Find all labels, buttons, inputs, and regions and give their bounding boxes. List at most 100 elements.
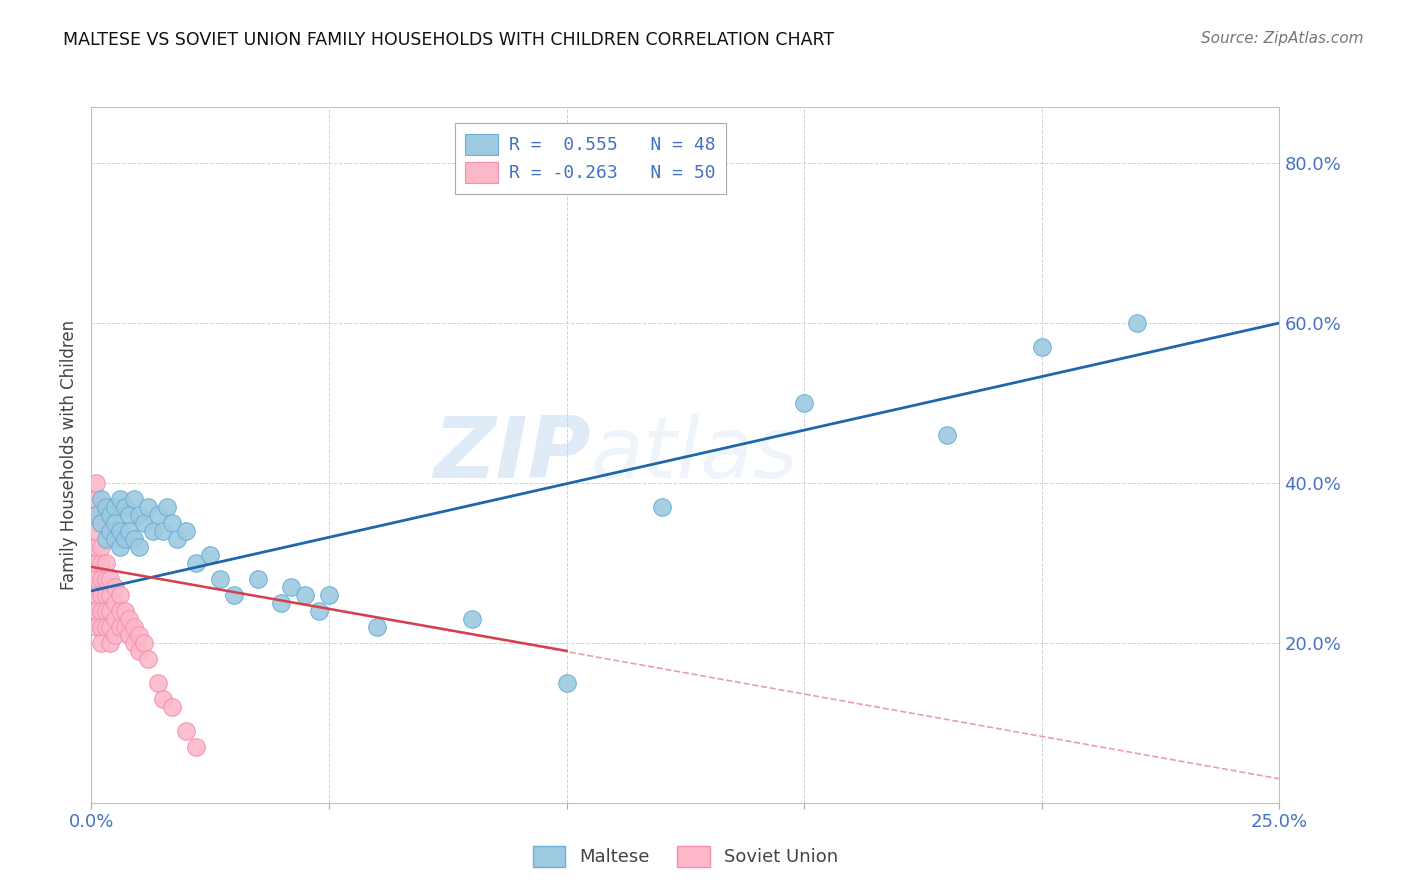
Text: ZIP: ZIP [433, 413, 591, 497]
Point [122, 620, 145, 634]
Point [104, 500, 127, 514]
Point [651, 500, 673, 514]
Point [1031, 340, 1053, 354]
Point [104, 516, 127, 530]
Point [90, 491, 112, 506]
Point [156, 500, 179, 514]
Point [160, 699, 183, 714]
Point [166, 532, 188, 546]
Point [90, 556, 112, 570]
Point [114, 620, 136, 634]
Point [104, 580, 127, 594]
Point [280, 580, 302, 594]
Point [318, 588, 340, 602]
Point [114, 604, 136, 618]
Point [84, 556, 107, 570]
Point [122, 532, 145, 546]
Point [138, 652, 160, 666]
Point [90, 540, 112, 554]
Point [128, 628, 150, 642]
Point [935, 428, 957, 442]
Point [108, 620, 131, 634]
Point [160, 516, 183, 530]
Point [84, 540, 107, 554]
Point [114, 532, 136, 546]
Point [84, 475, 107, 490]
Point [208, 572, 231, 586]
Point [104, 612, 127, 626]
Point [138, 500, 160, 514]
Point [84, 508, 107, 522]
Point [104, 596, 127, 610]
Point [90, 516, 112, 530]
Point [100, 636, 122, 650]
Point [294, 588, 316, 602]
Point [94, 604, 117, 618]
Point [152, 524, 174, 538]
Point [222, 588, 245, 602]
Point [100, 524, 122, 538]
Point [90, 516, 112, 530]
Point [152, 691, 174, 706]
Point [132, 516, 155, 530]
Point [108, 540, 131, 554]
Point [84, 572, 107, 586]
Text: MALTESE VS SOVIET UNION FAMILY HOUSEHOLDS WITH CHILDREN CORRELATION CHART: MALTESE VS SOVIET UNION FAMILY HOUSEHOLD… [63, 31, 834, 49]
Point [90, 588, 112, 602]
Point [118, 612, 141, 626]
Point [1126, 316, 1149, 330]
Point [94, 532, 117, 546]
Point [118, 524, 141, 538]
Point [84, 620, 107, 634]
Point [176, 723, 198, 738]
Point [308, 604, 330, 618]
Point [84, 524, 107, 538]
Point [108, 524, 131, 538]
Point [94, 588, 117, 602]
Point [84, 508, 107, 522]
Point [100, 620, 122, 634]
Point [84, 588, 107, 602]
Point [90, 620, 112, 634]
Point [176, 524, 198, 538]
Point [94, 620, 117, 634]
Point [100, 588, 122, 602]
Point [108, 604, 131, 618]
Text: atlas: atlas [591, 413, 799, 497]
Text: Source: ZipAtlas.com: Source: ZipAtlas.com [1201, 31, 1364, 46]
Point [118, 508, 141, 522]
Point [793, 396, 815, 410]
Point [100, 572, 122, 586]
Point [122, 636, 145, 650]
Point [94, 572, 117, 586]
Point [114, 500, 136, 514]
Legend: Maltese, Soviet Union: Maltese, Soviet Union [526, 838, 845, 874]
Y-axis label: Family Households with Children: Family Households with Children [59, 320, 77, 590]
Point [184, 556, 207, 570]
Point [84, 604, 107, 618]
Point [246, 572, 269, 586]
Point [104, 532, 127, 546]
Point [366, 620, 388, 634]
Point [142, 524, 165, 538]
Point [90, 604, 112, 618]
Point [104, 628, 127, 642]
Point [184, 739, 207, 754]
Point [460, 612, 482, 626]
Point [108, 491, 131, 506]
Point [128, 540, 150, 554]
Point [146, 676, 169, 690]
Point [94, 500, 117, 514]
Point [108, 588, 131, 602]
Point [94, 556, 117, 570]
Point [90, 572, 112, 586]
Point [122, 491, 145, 506]
Point [100, 508, 122, 522]
Point [146, 508, 169, 522]
Point [128, 644, 150, 658]
Point [90, 636, 112, 650]
Point [128, 508, 150, 522]
Point [555, 676, 578, 690]
Point [132, 636, 155, 650]
Point [100, 604, 122, 618]
